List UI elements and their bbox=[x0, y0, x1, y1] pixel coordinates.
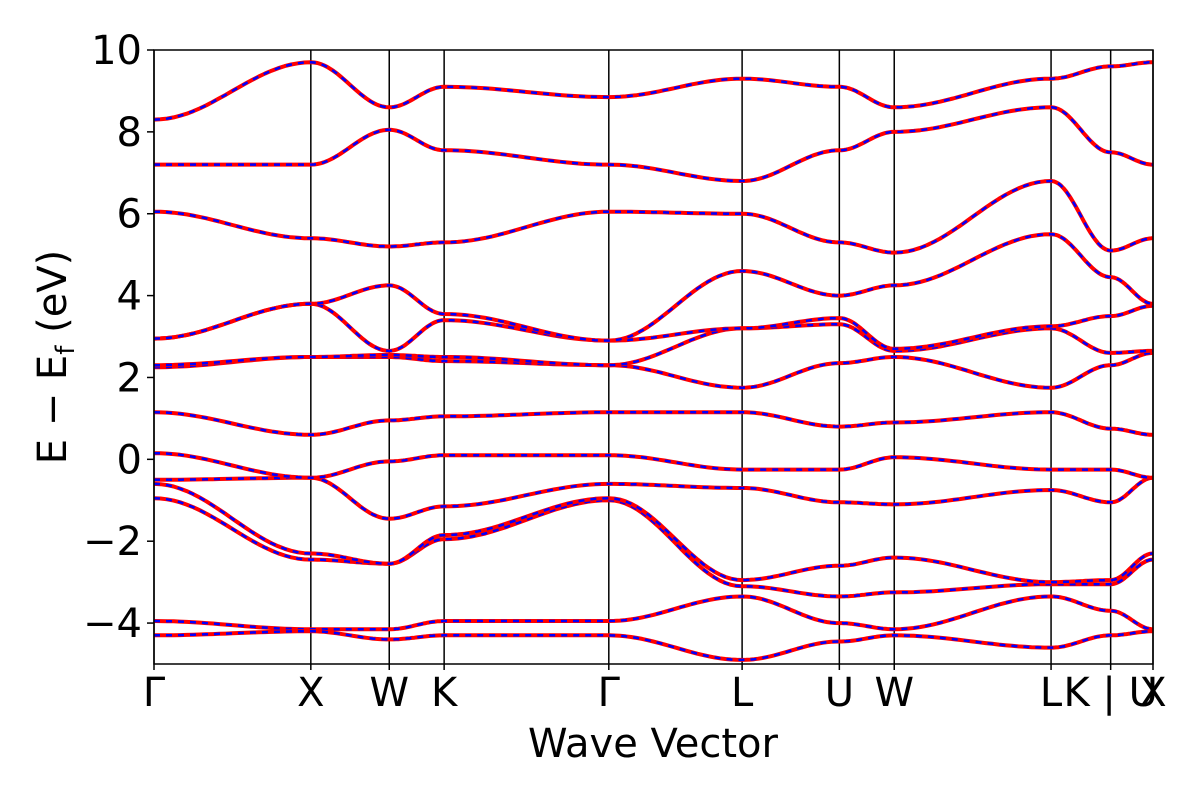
band-line-blue-dashed bbox=[154, 411, 1153, 437]
x-tick-label: Γ bbox=[598, 670, 621, 716]
x-tick-label: L bbox=[1040, 670, 1063, 716]
band-line-blue-dashed bbox=[154, 106, 1153, 183]
band-line-red bbox=[154, 481, 1153, 585]
x-tick-label: K | U bbox=[1063, 670, 1157, 716]
y-axis-title-main: E − E bbox=[30, 355, 76, 465]
x-axis-title: Wave Vector bbox=[528, 721, 779, 767]
band-line-red bbox=[154, 179, 1153, 255]
band-line-blue-dashed bbox=[154, 630, 1153, 662]
band-line-blue-dashed bbox=[154, 323, 1153, 367]
band-line-blue-dashed bbox=[154, 595, 1153, 631]
y-tick-label: 6 bbox=[117, 192, 142, 238]
y-tick-label: −2 bbox=[83, 519, 142, 565]
band-line-blue-dashed bbox=[154, 232, 1153, 342]
band-line-blue-dashed bbox=[154, 496, 1153, 598]
y-tick-label: −4 bbox=[83, 601, 142, 647]
plot-frame bbox=[153, 49, 1154, 665]
x-tick-label: L bbox=[731, 670, 754, 716]
y-axis-title: E − Ef (eV) bbox=[30, 250, 81, 465]
x-tick-label: W bbox=[369, 670, 409, 716]
band-line-blue-dashed bbox=[154, 302, 1153, 353]
y-tick-label: 8 bbox=[117, 110, 142, 156]
y-tick-label: 10 bbox=[91, 28, 142, 74]
y-axis-title-subscript: f bbox=[51, 345, 81, 355]
x-tick-label: X bbox=[1139, 670, 1166, 716]
x-tick-label: K bbox=[431, 670, 459, 716]
band-line-blue-dashed bbox=[154, 451, 1153, 480]
x-tick-label: Γ bbox=[143, 670, 166, 716]
x-tick-label: X bbox=[297, 670, 324, 716]
x-tick-label: U bbox=[825, 670, 854, 716]
y-axis-ticks: −4 −2 0 2 4 6 8 10 bbox=[83, 28, 154, 647]
y-axis-title-unit: (eV) bbox=[30, 250, 76, 346]
band-line-blue-dashed bbox=[154, 61, 1153, 121]
y-tick-label: 4 bbox=[117, 274, 142, 320]
y-tick-label: 2 bbox=[117, 355, 142, 401]
band-line-blue-dashed bbox=[154, 476, 1153, 520]
y-tick-label: 0 bbox=[117, 437, 142, 483]
band-lines bbox=[154, 60, 1153, 662]
x-tick-label: W bbox=[874, 670, 914, 716]
